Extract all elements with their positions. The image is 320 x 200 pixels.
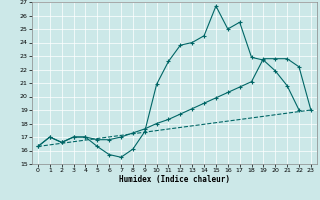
X-axis label: Humidex (Indice chaleur): Humidex (Indice chaleur) [119, 175, 230, 184]
